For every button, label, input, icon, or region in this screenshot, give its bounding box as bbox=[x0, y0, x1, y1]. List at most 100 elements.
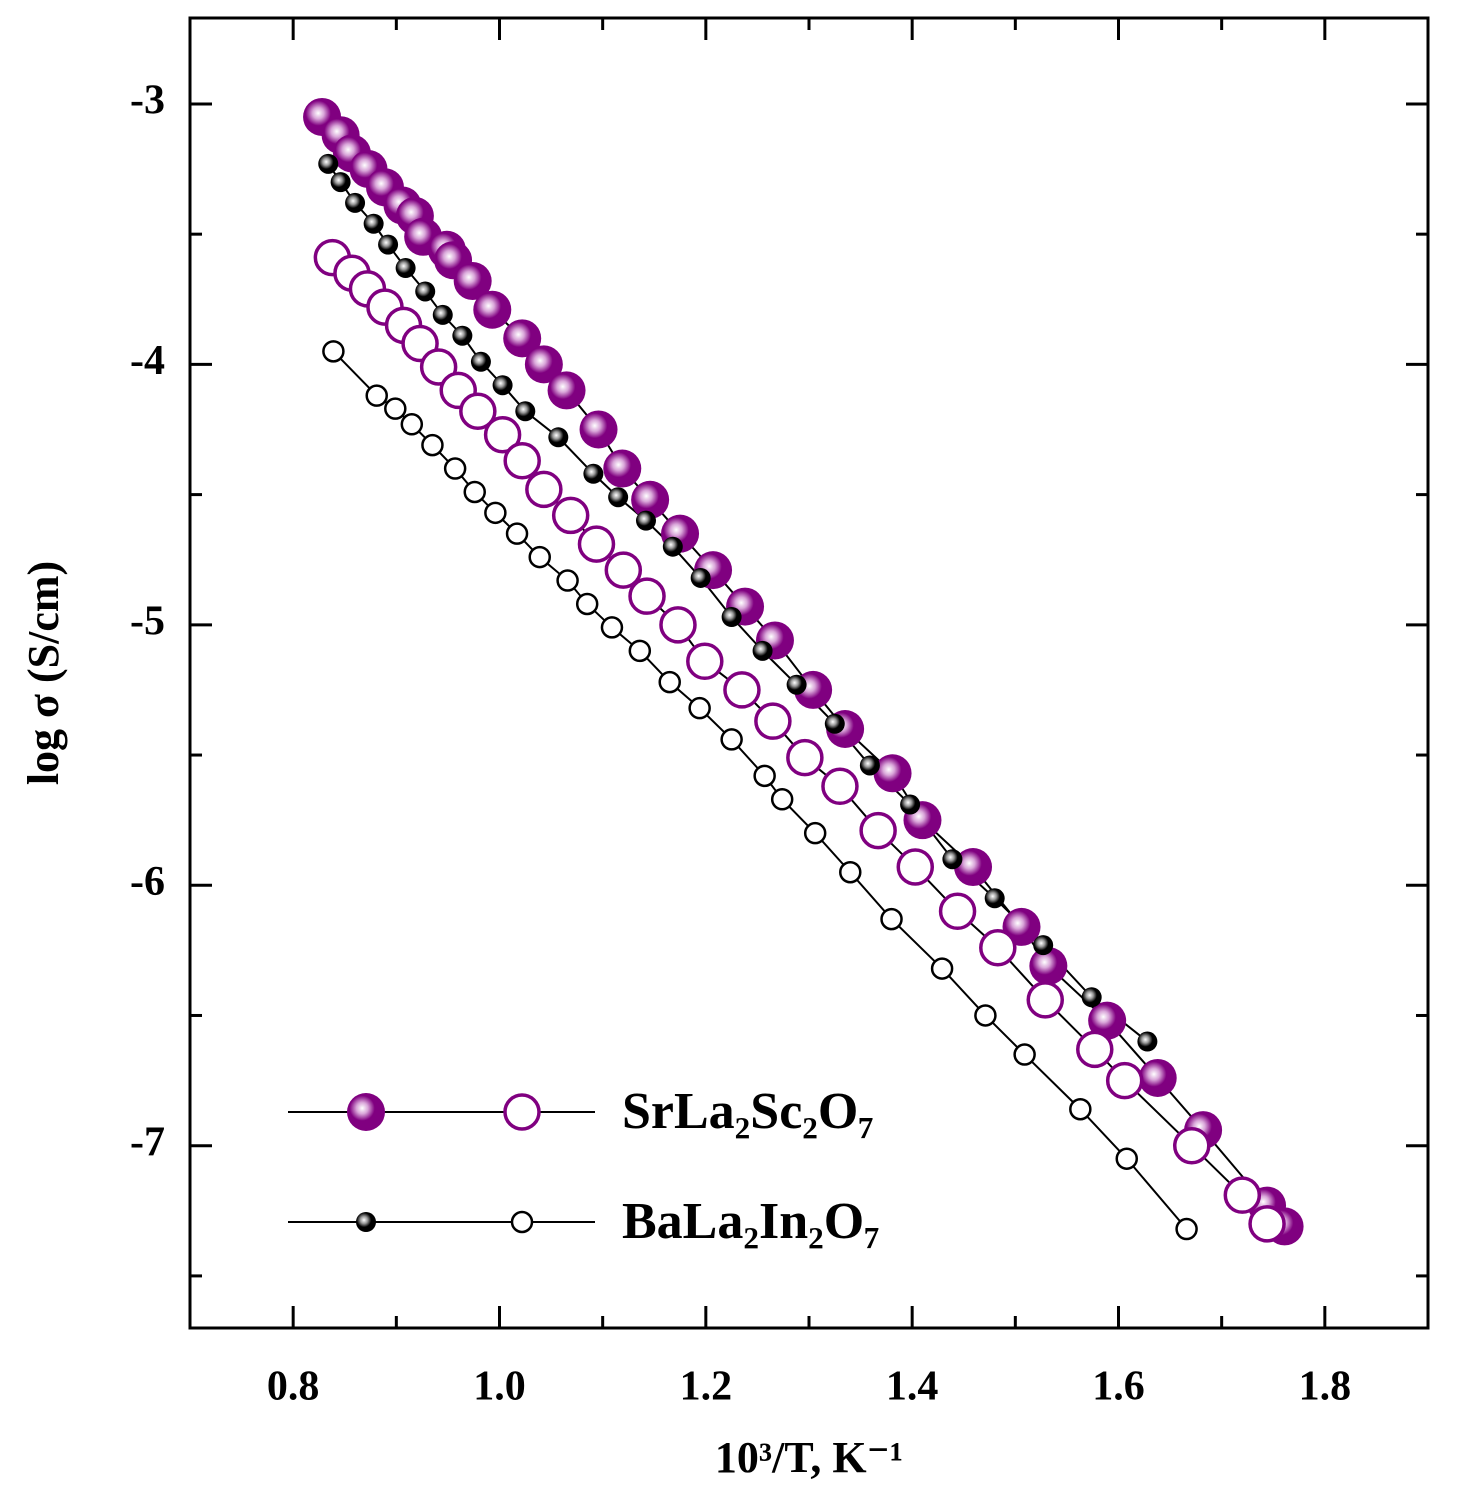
point bbox=[556, 569, 579, 592]
point bbox=[662, 536, 683, 557]
point bbox=[942, 849, 963, 870]
point bbox=[984, 888, 1005, 909]
point bbox=[752, 640, 773, 661]
point bbox=[753, 764, 776, 788]
point bbox=[551, 496, 590, 535]
point bbox=[954, 848, 993, 887]
point bbox=[720, 728, 743, 751]
legend-label: SrLa₂Sc₂O₇ bbox=[622, 1083, 874, 1140]
point bbox=[688, 696, 711, 720]
point bbox=[686, 642, 724, 681]
y-tick-label: -4 bbox=[130, 338, 165, 384]
point bbox=[577, 525, 616, 563]
point bbox=[515, 401, 536, 422]
point bbox=[318, 153, 339, 174]
point bbox=[896, 848, 935, 886]
point bbox=[821, 767, 859, 806]
point bbox=[803, 821, 827, 845]
x-tick-label: 1.0 bbox=[473, 1364, 526, 1410]
point bbox=[600, 616, 624, 639]
x-tick-label: 1.2 bbox=[680, 1364, 733, 1410]
point bbox=[524, 345, 563, 384]
x-axis-title: 10³/T, K⁻¹ bbox=[715, 1433, 903, 1482]
point bbox=[1013, 1043, 1036, 1066]
point bbox=[1115, 1147, 1139, 1170]
point bbox=[421, 433, 444, 457]
point bbox=[1033, 935, 1054, 956]
point bbox=[470, 351, 491, 372]
point bbox=[384, 397, 407, 420]
point bbox=[603, 449, 642, 488]
point bbox=[859, 811, 897, 850]
legend-marker bbox=[510, 1210, 534, 1234]
point bbox=[824, 713, 845, 734]
point bbox=[505, 522, 529, 545]
point bbox=[1105, 1061, 1144, 1100]
point bbox=[658, 670, 681, 694]
y-tick-label: -6 bbox=[130, 859, 165, 905]
point bbox=[463, 480, 486, 504]
point bbox=[723, 671, 761, 709]
point bbox=[415, 281, 436, 302]
legend-marker bbox=[356, 1212, 376, 1232]
y-axis-title: log σ (S/cm) bbox=[19, 561, 68, 785]
point bbox=[900, 794, 921, 815]
point bbox=[754, 702, 792, 740]
y-tick-label: -3 bbox=[130, 78, 165, 124]
x-tick-label: 1.8 bbox=[1299, 1364, 1352, 1410]
point bbox=[1137, 1031, 1158, 1052]
point bbox=[1076, 1030, 1114, 1069]
legend-marker bbox=[503, 1093, 541, 1131]
point bbox=[974, 1004, 997, 1027]
point bbox=[322, 340, 345, 363]
point bbox=[395, 258, 416, 279]
x-tick-label: 0.8 bbox=[267, 1364, 320, 1410]
point bbox=[363, 213, 384, 234]
point bbox=[548, 427, 569, 448]
y-tick-label: -7 bbox=[130, 1119, 165, 1165]
point bbox=[378, 234, 399, 255]
y-tick-label: -5 bbox=[130, 598, 165, 644]
point bbox=[938, 892, 977, 931]
point bbox=[452, 325, 473, 346]
point bbox=[930, 957, 954, 980]
point bbox=[483, 415, 522, 454]
point bbox=[1029, 946, 1068, 985]
point bbox=[443, 457, 467, 480]
point bbox=[400, 413, 424, 436]
point bbox=[690, 567, 711, 588]
series-line bbox=[332, 350, 1188, 1230]
point bbox=[503, 441, 541, 480]
point bbox=[873, 754, 912, 793]
point bbox=[1175, 1217, 1198, 1241]
point bbox=[880, 907, 903, 931]
point bbox=[786, 738, 824, 777]
point bbox=[786, 674, 807, 695]
point bbox=[659, 606, 697, 644]
point bbox=[365, 384, 388, 407]
point bbox=[979, 929, 1017, 967]
point bbox=[453, 262, 492, 301]
point bbox=[1081, 987, 1102, 1008]
point bbox=[1026, 981, 1065, 1019]
point bbox=[635, 510, 656, 531]
legend-marker bbox=[347, 1093, 385, 1131]
point bbox=[628, 639, 652, 663]
legend-label: BaLa₂In₂O₇ bbox=[622, 1193, 880, 1250]
point bbox=[492, 375, 513, 396]
point bbox=[1138, 1058, 1177, 1097]
point bbox=[604, 551, 643, 589]
point bbox=[432, 304, 453, 325]
point bbox=[459, 392, 497, 431]
point bbox=[721, 607, 742, 628]
x-tick-label: 1.4 bbox=[886, 1364, 939, 1410]
point bbox=[583, 463, 604, 484]
point bbox=[1069, 1097, 1092, 1121]
point bbox=[1248, 1205, 1286, 1243]
point bbox=[608, 487, 629, 508]
point bbox=[628, 577, 666, 615]
point bbox=[503, 319, 542, 358]
point bbox=[1088, 1001, 1127, 1040]
point bbox=[575, 592, 599, 616]
